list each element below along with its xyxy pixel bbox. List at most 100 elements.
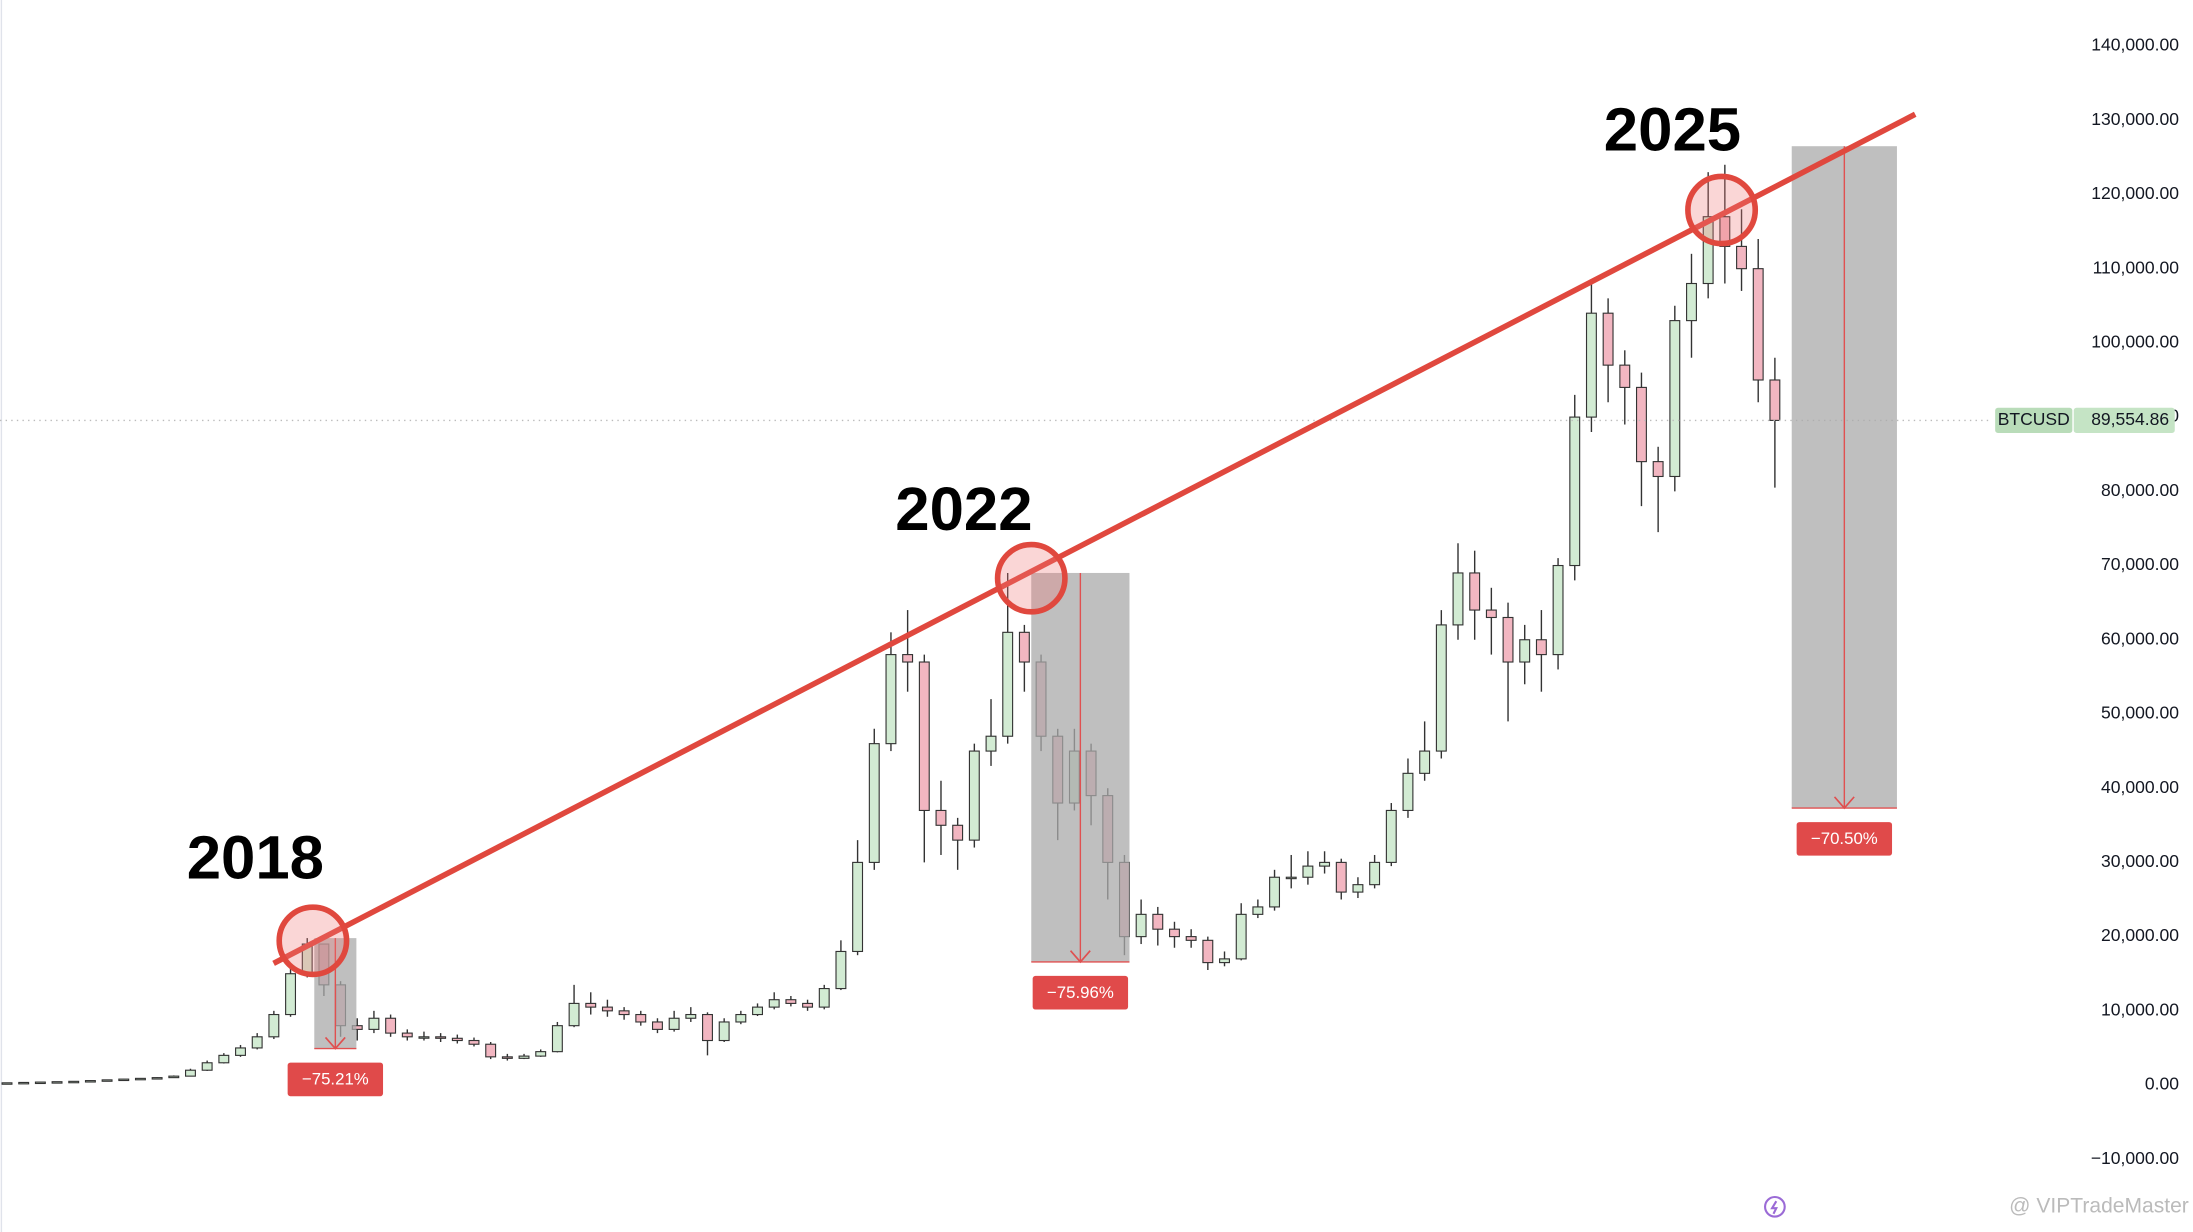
y-tick-label: 110,000.00 <box>2093 257 2180 277</box>
y-tick-label: 20,000.00 <box>2101 925 2179 945</box>
candle-body <box>368 1017 380 1030</box>
symbol-badge <box>1995 407 2073 434</box>
candle-body <box>1152 913 1164 930</box>
candle-body <box>1018 631 1030 663</box>
candle-body <box>902 654 914 663</box>
watermark: @ VIPTradeMaster <box>2009 1194 2189 1217</box>
candle-body <box>918 661 930 812</box>
candle-body <box>185 1069 196 1077</box>
candle-body <box>385 1017 397 1034</box>
y-tick-label: 10,000.00 <box>2101 999 2179 1019</box>
candle-body <box>651 1021 663 1030</box>
candle-body <box>968 750 980 841</box>
candle-body <box>768 999 780 1008</box>
candle-body <box>735 1013 747 1023</box>
candle-body <box>868 743 880 863</box>
y-tick-label: 140,000.00 <box>2091 35 2179 55</box>
candle-body <box>535 1051 547 1057</box>
candle-body <box>1269 876 1281 908</box>
candle-body <box>1502 616 1514 663</box>
candle-body <box>568 1002 580 1027</box>
icon <box>1764 1195 1786 1218</box>
candle-body <box>101 1079 113 1082</box>
candle-body <box>1235 913 1247 960</box>
candle-body <box>618 1010 630 1016</box>
candle-body <box>251 1036 263 1049</box>
candle-body <box>752 1006 763 1016</box>
candle-body <box>1736 245 1748 270</box>
candle-body <box>802 1002 814 1008</box>
candle-body <box>1252 906 1264 915</box>
candle-body <box>935 809 947 826</box>
candle-body <box>401 1032 413 1038</box>
candle-body <box>1219 958 1230 964</box>
candle-body <box>818 988 830 1008</box>
y-tick-label: 60,000.00 <box>2101 628 2179 648</box>
candle-body <box>885 654 897 745</box>
candle-body <box>1569 416 1581 567</box>
candle-body <box>1419 750 1431 774</box>
candle-body <box>668 1017 680 1030</box>
candle-body <box>134 1077 146 1081</box>
candle-body <box>68 1080 80 1084</box>
candle-body <box>1302 865 1314 878</box>
y-tick-label: 0.00 <box>2145 1074 2179 1094</box>
price-label: 89,554.86 <box>2091 409 2169 429</box>
candle-body <box>1452 572 1464 626</box>
candle-body <box>451 1037 463 1042</box>
candle-body <box>702 1013 713 1042</box>
candle-body <box>952 824 964 841</box>
candle-body <box>1669 320 1681 478</box>
candle-body <box>435 1036 447 1039</box>
candle-body <box>468 1039 480 1045</box>
candle-body <box>1352 884 1364 893</box>
candle-body <box>201 1062 213 1071</box>
candle-body <box>235 1047 246 1056</box>
candle-body <box>51 1081 63 1084</box>
drop-badge <box>1032 975 1129 1010</box>
candle-body <box>1402 772 1414 812</box>
year-label: 2022 <box>895 475 1032 544</box>
candle-body <box>218 1054 230 1064</box>
candle-body <box>1285 876 1297 880</box>
candle-body <box>601 1006 613 1012</box>
y-tick-label: 40,000.00 <box>2101 777 2179 797</box>
candle-body <box>718 1021 730 1042</box>
candle-body <box>501 1056 513 1059</box>
candle-body <box>285 973 297 1016</box>
candle-body <box>118 1078 130 1082</box>
drop-badge <box>287 1062 384 1097</box>
candle-body <box>418 1036 430 1039</box>
candle-body <box>585 1002 597 1008</box>
candle-body <box>1002 631 1014 737</box>
candle-body <box>268 1013 280 1038</box>
candle-body <box>1169 928 1180 938</box>
drop-badge <box>1796 822 1893 856</box>
drop-label: −75.96% <box>1047 983 1114 1002</box>
candle-body <box>785 999 797 1004</box>
candle-body <box>518 1055 530 1059</box>
price-badge <box>2073 407 2175 434</box>
candle-body <box>1519 639 1531 663</box>
candle-body <box>1585 312 1597 418</box>
y-tick-label: 70,000.00 <box>2101 554 2179 574</box>
y-tick-label: 130,000.00 <box>2091 109 2179 129</box>
candle-body <box>1769 379 1781 421</box>
highlight-circle <box>994 541 1068 615</box>
candle-body <box>1435 624 1447 752</box>
candle-body <box>1702 216 1714 285</box>
candle-body <box>1319 861 1331 867</box>
drop-label: −75.21% <box>302 1070 369 1089</box>
candle-body <box>1 1082 13 1085</box>
symbol-label: BTCUSD <box>1998 409 2070 429</box>
candle-body <box>1752 268 1764 381</box>
trend-line <box>272 111 1917 966</box>
candle-body <box>1335 861 1347 893</box>
candle-body <box>1719 216 1731 247</box>
candle-body <box>1385 809 1397 863</box>
candle-body <box>685 1013 697 1019</box>
y-tick-label: −10,000.00 <box>2091 1148 2179 1168</box>
y-tick-label: 50,000.00 <box>2101 703 2179 723</box>
candle-body <box>1469 572 1481 611</box>
y-tick-label: 100,000.00 <box>2091 332 2179 352</box>
